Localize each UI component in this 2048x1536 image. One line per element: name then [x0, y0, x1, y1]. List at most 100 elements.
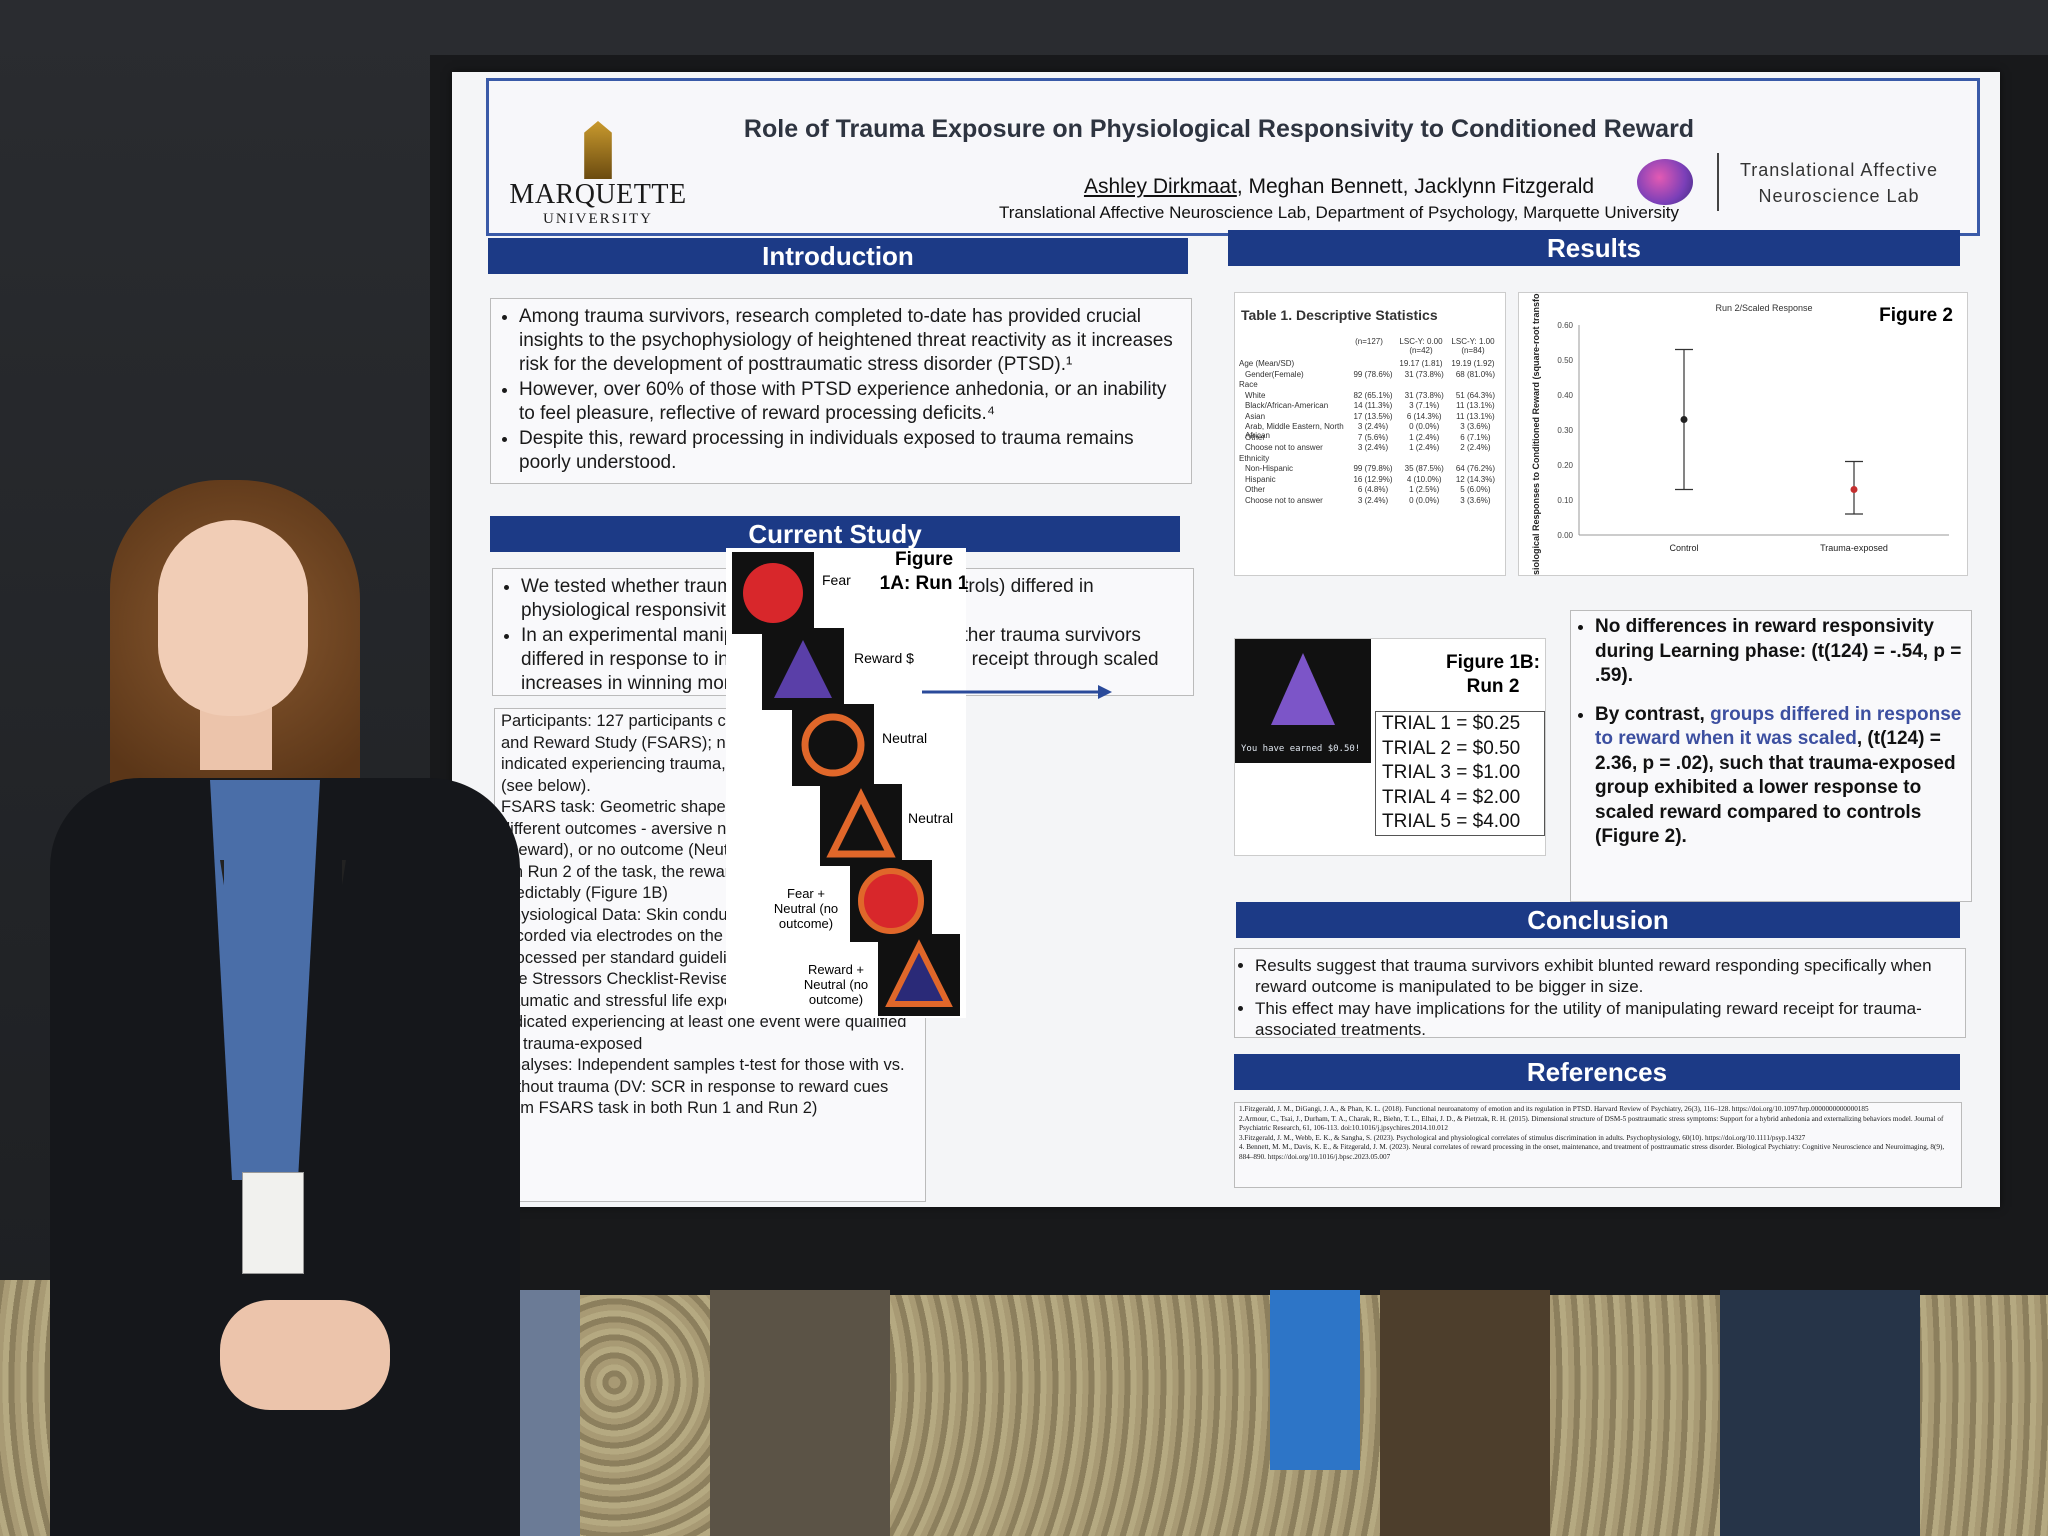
neutral-triangle-card [820, 784, 902, 866]
table-cell: 12 (14.3%) [1455, 474, 1495, 484]
university-name: MARQUETTE [509, 179, 687, 210]
table-cell: 0 (0.0%) [1409, 422, 1440, 431]
logo-divider [1717, 153, 1719, 211]
table-cell: 68 (81.0%) [1455, 369, 1495, 379]
orange-ring-icon [801, 713, 865, 777]
cue-label-reward: Reward $ [854, 650, 914, 666]
poster-authors: Ashley Dirkmaat, Meghan Bennett, Jacklyn… [789, 175, 1889, 199]
person-legs [1720, 1290, 1920, 1536]
section-references: References [1234, 1054, 1960, 1090]
figure-1a-label: Figure 1A: Run 1 [879, 549, 969, 594]
table-1: Table 1. Descriptive Statistics (n=127) L… [1234, 292, 1506, 576]
poster-title: Role of Trauma Exposure on Physiological… [743, 115, 1695, 143]
cue-label-neutral-2: Neutral [908, 810, 954, 826]
trial-item: TRIAL 3 = $1.00 [1382, 762, 1521, 783]
reward-cue-card [762, 628, 844, 710]
name-badge [242, 1172, 304, 1274]
table-cell: 1 (2.5%) [1409, 485, 1440, 494]
table-cell: 16 (12.9%) [1353, 474, 1393, 484]
figure-1b: You have earned $0.50! Figure 1B: Run 2 … [1234, 638, 1546, 856]
y-axis-label: Physiological Responses to Conditioned R… [1531, 293, 1541, 575]
y-tick-label: 0.60 [1557, 321, 1573, 330]
table-row: Asian 17 (13.5%) 6 (14.3%) 11 (13.1%) [1239, 412, 1501, 423]
intro-bullet: Despite this, reward processing in indiv… [519, 427, 1183, 475]
x-tick-label: Control [1669, 543, 1698, 553]
table-cell: 19.17 (1.81) [1399, 359, 1443, 368]
introduction-box: Among trauma survivors, research complet… [490, 298, 1192, 484]
research-poster: MARQUETTE UNIVERSITY Role of Trauma Expo… [452, 72, 2000, 1207]
table-header-row: (n=127) LSC-Y: 0.00 (n=42) LSC-Y: 1.00 (n=… [1239, 337, 1501, 359]
data-point [1680, 416, 1688, 423]
y-tick-label: 0.50 [1557, 356, 1573, 365]
table-row: Non-Hispanic 99 (79.8%) 35 (87.5%) 64 (76.2… [1239, 464, 1501, 475]
red-circle-icon [743, 563, 803, 623]
table-row: Gender(Female) 99 (78.6%) 31 (73.8%) 68 (81… [1239, 370, 1501, 381]
other-authors: , Meghan Bennett, Jacklynn Fitzgerald [1236, 175, 1595, 198]
y-tick-label: 0.20 [1557, 461, 1573, 470]
table-cell: Asian [1245, 411, 1266, 421]
neutral-circle-card [792, 704, 874, 786]
reference-item: 3.Fitzgerald, J. M., Webb, E. K., & Sang… [1239, 1133, 1806, 1142]
table-row: Choose not to answer 3 (2.4%) 1 (2.4%) 2 (2… [1239, 443, 1501, 454]
brain-icon [1637, 159, 1693, 205]
method-analyses: Analyses: Independent samples t-test for… [501, 1056, 905, 1117]
person-legs [510, 1290, 580, 1536]
table-cell: 51 (64.3%) [1455, 390, 1495, 400]
table-cell: 0 (0.0%) [1409, 495, 1440, 505]
table-rows: (n=127) LSC-Y: 0.00 (n=42) LSC-Y: 1.00 (n=… [1239, 337, 1501, 506]
table-cell: 1 (2.4%) [1409, 432, 1440, 442]
table-cell: 31 (73.8%) [1404, 390, 1444, 400]
person-legs [1380, 1290, 1550, 1536]
table-cell: Non-Hispanic [1245, 464, 1294, 473]
table-cell: 99 (78.6%) [1353, 369, 1393, 379]
table-title: Table 1. Descriptive Statistics [1241, 307, 1438, 323]
table-row: Arab, Middle Eastern, North African 3 (2.… [1239, 422, 1501, 440]
result-bullet-2: By contrast, groups differed in response… [1595, 703, 1971, 850]
chart-title: Run 2/Scaled Response [1715, 303, 1812, 313]
cue-label-fear: Fear [822, 572, 851, 588]
lab-name: Translational Affective Neuroscience Lab [1729, 157, 1949, 209]
university-sub: UNIVERSITY [543, 211, 653, 227]
y-tick-label: 0.00 [1557, 531, 1573, 540]
poster-header: MARQUETTE UNIVERSITY Role of Trauma Expo… [486, 78, 1980, 236]
table-cell [1395, 380, 1447, 391]
reference-item: 2.Armour, C., Tsai, J., Durham, T. A., C… [1239, 1114, 1944, 1133]
trial-item: TRIAL 1 = $0.25 [1382, 713, 1521, 734]
figure-2-label: Figure 2 [1879, 305, 1953, 326]
purple-triangle-icon [774, 640, 832, 698]
table-cell: Ethnicity [1239, 453, 1270, 463]
intro-bullet: However, over 60% of those with PTSD exp… [519, 378, 1183, 426]
table-row: Black/African-American 14 (11.3%) 3 (7.1%)… [1239, 401, 1501, 412]
table-cell: 64 (76.2%) [1455, 464, 1495, 473]
section-results: Results [1228, 230, 1960, 266]
table-cell: Gender(Female) [1245, 369, 1304, 379]
reward-neutral-card [878, 934, 960, 1016]
table-cell: Hispanic [1245, 474, 1276, 484]
table-cell: 6 (7.1%) [1460, 432, 1491, 442]
table-cell: Age (Mean/SD) [1239, 359, 1295, 368]
table-cell: 1 (2.4%) [1409, 443, 1440, 452]
fear-cue-card [732, 552, 814, 634]
table-cell: 3 (3.6%) [1460, 495, 1491, 505]
table-header: LSC-Y: 1.00 (n=84) [1451, 337, 1495, 355]
section-conclusion: Conclusion [1236, 902, 1960, 938]
table-cell: 82 (65.1%) [1353, 390, 1393, 400]
presenter-hands [220, 1300, 390, 1410]
table-cell: 3 (3.6%) [1460, 422, 1491, 431]
table-row: Ethnicity [1239, 454, 1501, 465]
section-introduction: Introduction [488, 238, 1188, 274]
conclusion-bullet: This effect may have implications for th… [1255, 998, 1959, 1040]
conclusion-bullet: Results suggest that trauma survivors ex… [1255, 955, 1959, 997]
table-cell: Race [1239, 380, 1258, 389]
table-cell [1395, 454, 1447, 465]
table-row: Race [1239, 380, 1501, 391]
y-tick-label: 0.10 [1557, 496, 1573, 505]
results-box: No differences in reward responsivity du… [1570, 610, 1972, 902]
result-text: By contrast, [1595, 703, 1711, 725]
table-cell: 11 (13.1%) [1456, 401, 1495, 410]
trial-item: TRIAL 4 = $2.00 [1382, 786, 1521, 808]
table-row: Choose not to answer 3 (2.4%) 0 (0.0%) 3 (3… [1239, 496, 1501, 507]
intro-bullet: Among trauma survivors, research complet… [519, 305, 1183, 377]
table-header: LSC-Y: 0.00 (n=42) [1399, 337, 1443, 355]
table-cell: White [1245, 390, 1266, 400]
